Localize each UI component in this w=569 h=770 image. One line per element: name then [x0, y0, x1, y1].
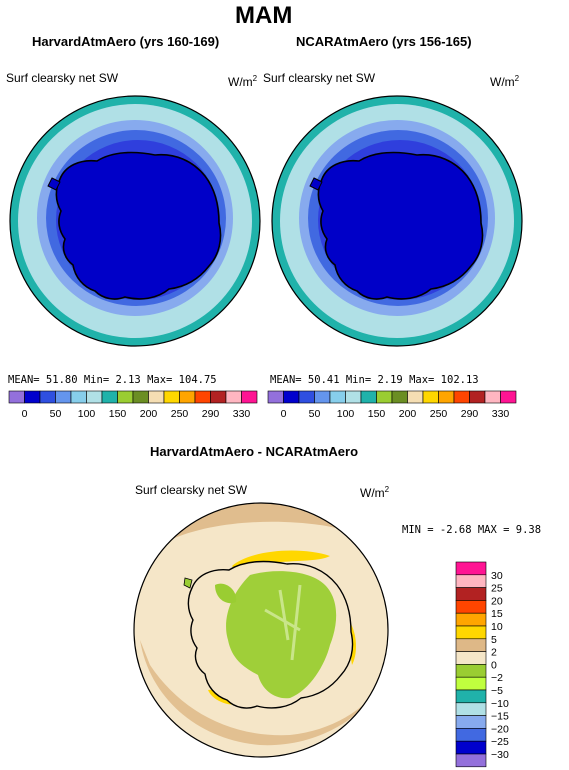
- cbar-left-tick-7: 330: [233, 408, 251, 420]
- cbar-left-swatch-10: [163, 390, 180, 404]
- cbar-diff-swatch-4: [455, 612, 487, 627]
- cbar-diff-tick-3: 15: [491, 608, 503, 620]
- cbar-left-swatch-14: [225, 390, 242, 404]
- cbar-right-swatch-2: [298, 390, 315, 404]
- cbar-diff-swatch-12: [455, 715, 487, 729]
- cbar-right-swatch-6: [360, 390, 377, 404]
- cbar-diff-tick-12: −20: [491, 723, 509, 735]
- cbar-diff-swatch-9: [455, 676, 487, 691]
- cbar-left-swatch-13: [210, 390, 227, 404]
- panel-title-right: NCARAtmAero (yrs 156-165): [296, 34, 472, 49]
- cbar-left-tick-1: 50: [50, 408, 62, 420]
- cbar-left-tick-4: 200: [140, 408, 158, 420]
- var-label-left: Surf clearsky net SW: [6, 71, 119, 85]
- cbar-left-swatch-12: [194, 390, 211, 404]
- cbar-diff-swatch-6: [455, 638, 487, 652]
- cbar-left-swatch-11: [179, 390, 196, 404]
- cbar-left-swatch-7: [117, 390, 134, 404]
- cbar-left-tick-6: 290: [202, 408, 220, 420]
- cbar-diff-swatch-11: [455, 702, 487, 716]
- cbar-right-swatch-1: [283, 390, 300, 404]
- diff-panel-title: HarvardAtmAero - NCARAtmAero: [150, 444, 359, 459]
- map-difference: [133, 502, 389, 758]
- cbar-left-swatch-15: [241, 390, 258, 404]
- cbar-diff-swatch-0: [455, 561, 487, 576]
- cbar-left-swatch-3: [55, 390, 72, 404]
- cbar-left-swatch-9: [148, 390, 165, 404]
- cbar-right-tick-6: 290: [461, 408, 479, 420]
- map-ncar: [271, 95, 523, 347]
- cbar-diff-swatch-3: [455, 600, 487, 614]
- units-left: W/m2: [228, 74, 258, 89]
- cbar-diff-tick-11: −15: [491, 711, 509, 723]
- cbar-right-tick-0: 0: [281, 408, 287, 420]
- panel-title-left: HarvardAtmAero (yrs 160-169): [32, 34, 220, 49]
- cbar-diff-tick-10: −10: [491, 698, 509, 710]
- cbar-right-swatch-0: [267, 390, 284, 404]
- cbar-left-swatch-2: [39, 390, 56, 404]
- cbar-diff-tick-8: −2: [491, 672, 503, 684]
- cbar-diff-tick-1: 25: [491, 583, 503, 595]
- cbar-right-tick-7: 330: [492, 408, 510, 420]
- cbar-diff-tick-0: 30: [491, 570, 503, 582]
- cbar-right-tick-1: 50: [309, 408, 321, 420]
- stats-right: MEAN= 50.41 Min= 2.19 Max= 102.13: [270, 374, 479, 386]
- cbar-diff-swatch-5: [455, 625, 487, 640]
- cbar-right-tick-2: 100: [337, 408, 355, 420]
- cbar-diff-swatch-1: [455, 574, 487, 588]
- cbar-right-tick-5: 250: [430, 408, 448, 420]
- units-right: W/m2: [490, 74, 520, 89]
- cbar-right-swatch-3: [314, 390, 331, 404]
- cbar-right-swatch-14: [484, 390, 501, 404]
- cbar-right-swatch-7: [376, 390, 393, 404]
- cbar-right-swatch-9: [407, 390, 424, 404]
- cbar-diff-swatch-7: [455, 651, 487, 665]
- cbar-diff-swatch-15: [455, 753, 487, 768]
- cbar-left-tick-3: 150: [109, 408, 127, 420]
- cbar-right-swatch-4: [329, 390, 346, 404]
- colorbar-left: 0 50 100 150 200 250 290 330: [8, 390, 258, 420]
- cbar-left-tick-5: 250: [171, 408, 189, 420]
- colorbar-right: 0 50 100 150 200 250 290 330: [267, 390, 517, 420]
- cbar-right-tick-3: 150: [368, 408, 386, 420]
- stats-left: MEAN= 51.80 Min= 2.13 Max= 104.75: [8, 374, 217, 386]
- cbar-left-swatch-4: [70, 390, 87, 404]
- cbar-right-tick-4: 200: [399, 408, 417, 420]
- cbar-diff-swatch-10: [455, 689, 487, 704]
- page-title: MAM: [235, 2, 293, 29]
- cbar-diff-tick-5: 5: [491, 634, 497, 646]
- cbar-left-swatch-5: [86, 390, 103, 404]
- cbar-diff-swatch-8: [455, 664, 487, 678]
- cbar-diff-swatch-2: [455, 587, 487, 601]
- map-harvard: [9, 95, 261, 347]
- cbar-diff-swatch-13: [455, 728, 487, 742]
- cbar-right-swatch-13: [469, 390, 486, 404]
- cbar-left-swatch-8: [132, 390, 149, 404]
- cbar-diff-tick-7: 0: [491, 659, 497, 671]
- cbar-right-swatch-11: [438, 390, 455, 404]
- cbar-diff-tick-13: −25: [491, 736, 509, 748]
- cbar-right-swatch-15: [500, 390, 517, 404]
- cbar-left-tick-2: 100: [78, 408, 96, 420]
- cbar-diff-tick-2: 20: [491, 595, 503, 607]
- cbar-right-swatch-8: [391, 390, 408, 404]
- cbar-diff-swatch-14: [455, 740, 487, 755]
- cbar-left-swatch-0: [8, 390, 25, 404]
- cbar-left-swatch-6: [101, 390, 118, 404]
- cbar-right-swatch-5: [345, 390, 362, 404]
- cbar-left-tick-0: 0: [22, 408, 28, 420]
- cbar-diff-tick-4: 10: [491, 621, 503, 633]
- diff-var-label: Surf clearsky net SW: [135, 483, 248, 497]
- cbar-diff-tick-14: −30: [491, 749, 509, 761]
- cbar-right-swatch-10: [422, 390, 439, 404]
- diff-units: W/m2: [360, 485, 390, 500]
- cbar-left-swatch-1: [24, 390, 41, 404]
- cbar-right-swatch-12: [453, 390, 470, 404]
- cbar-diff-tick-6: 2: [491, 647, 497, 659]
- cbar-diff-tick-9: −5: [491, 685, 503, 697]
- diff-stats: MIN = -2.68 MAX = 9.38: [402, 524, 542, 536]
- var-label-right: Surf clearsky net SW: [263, 71, 376, 85]
